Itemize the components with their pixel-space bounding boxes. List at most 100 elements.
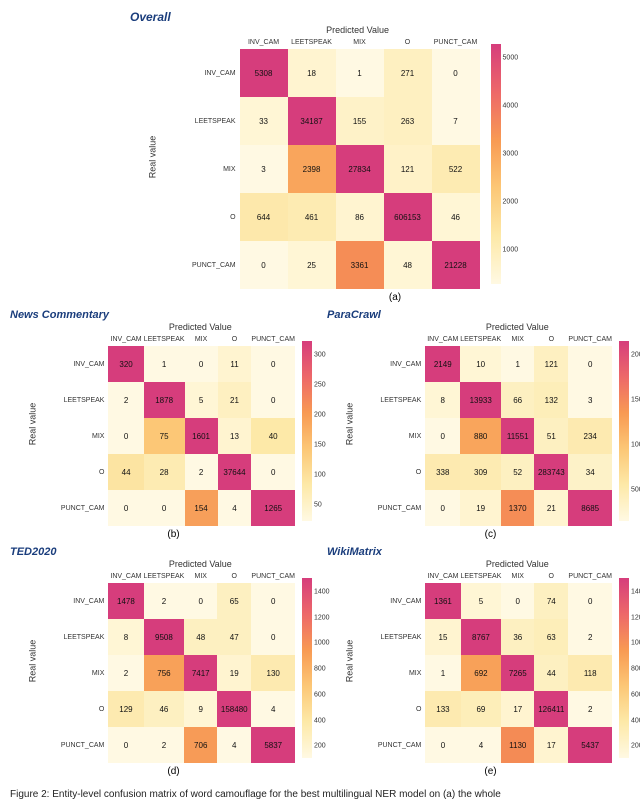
panel-a-title: Overall (130, 10, 630, 24)
colorbar-tick: 200 (314, 743, 326, 750)
cm-cell: 44 (108, 454, 143, 490)
cm-cell: 118 (568, 655, 612, 691)
row-header: LEETSPEAK (373, 619, 426, 655)
cm-cell: 2398 (288, 145, 336, 193)
cm-cell: 1130 (501, 727, 534, 763)
col-header: INV_CAM (108, 569, 143, 583)
colorbar-b: 30025020015010050 (302, 341, 312, 521)
row-header: O (56, 454, 109, 490)
cm-cell: 1478 (108, 583, 143, 619)
row-header: INV_CAM (373, 346, 426, 382)
cm-cell: 234 (568, 418, 612, 454)
cm-cell: 644 (240, 193, 288, 241)
colorbar-tick: 1000 (503, 247, 519, 254)
cm-cell: 52 (501, 454, 534, 490)
panel-b-matrix: INV_CAMLEETSPEAKMIXOPUNCT_CAMINV_CAM3201… (56, 332, 295, 526)
cm-cell: 154 (185, 490, 218, 526)
cm-cell: 522 (432, 145, 480, 193)
cm-cell: 5437 (568, 727, 612, 763)
col-header: INV_CAM (240, 35, 288, 49)
panel-e-title: WikiMatrix (327, 546, 630, 558)
y-axis-label: Real value (27, 640, 37, 683)
row-header: O (373, 454, 426, 490)
cm-cell: 2 (108, 382, 143, 418)
cm-cell: 271 (384, 49, 432, 97)
row-header: INV_CAM (373, 583, 426, 619)
cm-cell: 21228 (432, 241, 480, 289)
cm-cell: 0 (108, 727, 143, 763)
y-axis-label: Real value (344, 403, 354, 446)
cm-cell: 2 (144, 583, 185, 619)
colorbar-tick: 1200 (631, 614, 640, 621)
cm-cell: 756 (144, 655, 185, 691)
col-header: PUNCT_CAM (568, 332, 612, 346)
cm-cell: 0 (108, 490, 143, 526)
cm-cell: 4 (217, 727, 251, 763)
cm-cell: 65 (217, 583, 251, 619)
cm-cell: 21 (218, 382, 252, 418)
col-header: O (218, 332, 252, 346)
cm-cell: 1878 (144, 382, 185, 418)
cm-cell: 75 (144, 418, 185, 454)
cm-cell: 7 (432, 97, 480, 145)
cm-cell: 606153 (384, 193, 432, 241)
colorbar-tick: 200 (631, 743, 640, 750)
row-header: MIX (176, 145, 240, 193)
colorbar (302, 341, 312, 521)
x-axis-label: Predicted Value (423, 322, 612, 332)
col-header: MIX (185, 332, 218, 346)
cm-cell: 40 (251, 418, 295, 454)
panel-c-sub: (c) (351, 529, 630, 540)
panel-e: WikiMatrix Real value Predicted Value IN… (327, 546, 630, 777)
col-header: LEETSPEAK (144, 332, 185, 346)
cm-cell: 7417 (184, 655, 217, 691)
cm-cell: 0 (425, 418, 460, 454)
row-header: O (176, 193, 240, 241)
cm-cell: 19 (217, 655, 251, 691)
cm-cell: 0 (425, 727, 460, 763)
cm-cell: 320 (108, 346, 143, 382)
cm-cell: 33 (240, 97, 288, 145)
cm-cell: 8 (108, 619, 143, 655)
row-header: MIX (373, 655, 426, 691)
col-header: O (534, 569, 568, 583)
panel-d-title: TED2020 (10, 546, 313, 558)
cm-cell: 5837 (251, 727, 295, 763)
cm-cell: 11 (218, 346, 252, 382)
row-header: LEETSPEAK (56, 619, 109, 655)
cm-cell: 4 (218, 490, 252, 526)
colorbar-tick: 1000 (631, 442, 640, 449)
cm-cell: 121 (534, 346, 568, 382)
cm-cell: 0 (251, 619, 295, 655)
cm-cell: 132 (534, 382, 568, 418)
cm-cell: 283743 (534, 454, 568, 490)
cm-cell: 706 (184, 727, 217, 763)
cm-cell: 17 (501, 691, 534, 727)
col-header: LEETSPEAK (144, 569, 185, 583)
col-header: PUNCT_CAM (568, 569, 612, 583)
cm-cell: 0 (251, 382, 295, 418)
col-header: MIX (501, 569, 534, 583)
row-bc: News Commentary Real value Predicted Val… (10, 309, 630, 546)
cm-cell: 48 (384, 241, 432, 289)
cm-cell: 17 (534, 727, 568, 763)
row-header: MIX (56, 418, 109, 454)
cm-cell: 51 (534, 418, 568, 454)
y-axis-label: Real value (147, 136, 157, 179)
cm-cell: 19 (460, 490, 501, 526)
cm-cell: 338 (425, 454, 460, 490)
row-header: MIX (373, 418, 426, 454)
row-header: INV_CAM (56, 583, 109, 619)
colorbar-tick: 2000 (631, 352, 640, 359)
cm-cell: 9508 (144, 619, 185, 655)
cm-cell: 8685 (568, 490, 612, 526)
colorbar-tick: 50 (314, 502, 322, 509)
cm-cell: 66 (501, 382, 534, 418)
colorbar-tick: 1400 (631, 589, 640, 596)
cm-cell: 126411 (534, 691, 568, 727)
row-header: LEETSPEAK (176, 97, 240, 145)
colorbar-tick: 200 (314, 412, 326, 419)
cm-cell: 44 (534, 655, 568, 691)
colorbar-tick: 800 (631, 666, 640, 673)
colorbar-tick: 400 (631, 717, 640, 724)
